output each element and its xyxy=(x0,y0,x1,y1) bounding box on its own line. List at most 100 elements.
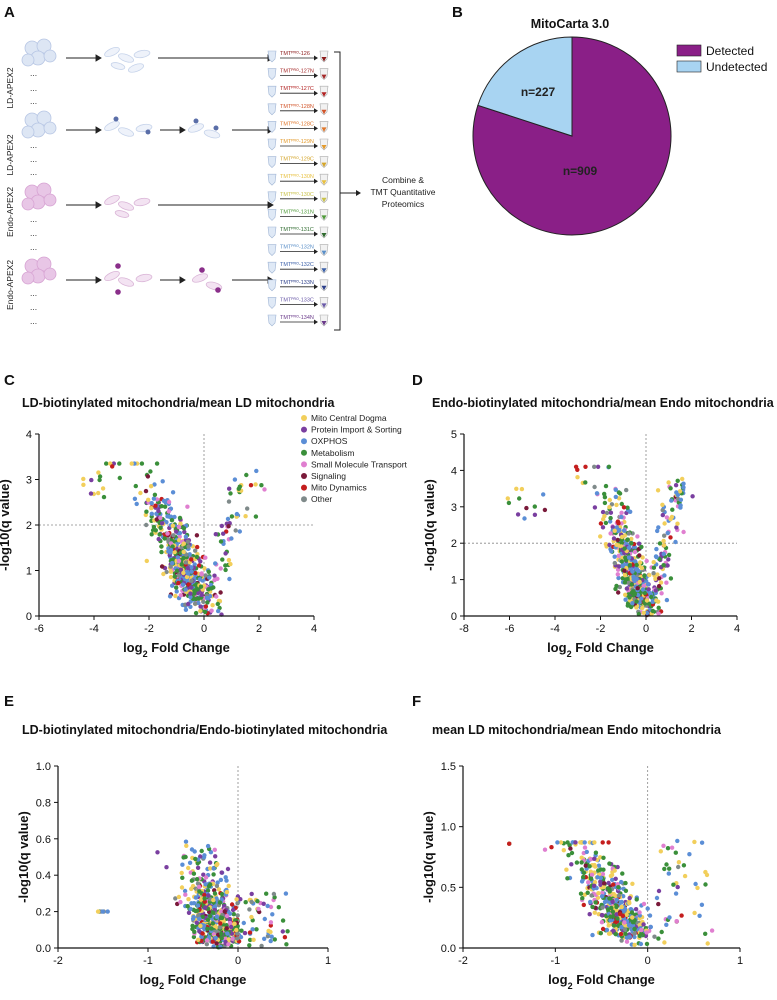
data-point xyxy=(193,856,198,862)
data-point xyxy=(583,464,588,469)
data-point xyxy=(203,604,209,609)
data-point xyxy=(179,870,184,876)
data-point xyxy=(599,894,605,899)
data-point xyxy=(624,586,630,591)
data-point xyxy=(247,907,252,912)
data-point xyxy=(506,500,512,506)
y-axis-label: -log10(q value) xyxy=(421,811,436,903)
legend-item-label: Mito Central Dogma xyxy=(311,413,387,423)
data-point xyxy=(144,522,149,528)
data-point xyxy=(164,865,169,870)
tmt-label: TMTᴾᴿᴼ-132N xyxy=(280,244,314,251)
data-point xyxy=(705,941,710,946)
data-point xyxy=(699,902,705,907)
data-point xyxy=(262,936,267,941)
tmt-label: TMTᴾᴿᴼ-127N xyxy=(280,68,314,75)
data-point xyxy=(629,582,634,587)
data-point xyxy=(168,547,174,553)
tube-label-color-icon xyxy=(321,92,327,97)
data-point xyxy=(619,879,624,885)
data-point xyxy=(641,610,646,615)
data-point xyxy=(210,939,215,944)
data-point xyxy=(671,882,676,887)
data-point xyxy=(259,943,264,949)
svg-text:...: ... xyxy=(30,302,37,312)
data-point xyxy=(630,881,635,886)
data-point xyxy=(609,872,615,878)
data-point xyxy=(600,509,606,515)
data-point xyxy=(176,524,182,530)
data-point xyxy=(193,610,199,616)
data-point xyxy=(253,482,258,487)
data-point xyxy=(639,596,644,601)
data-point xyxy=(181,855,186,860)
data-point xyxy=(628,509,633,514)
data-point xyxy=(676,860,682,865)
volcano-plot-e: LD-biotinylated mitochondria/Endo-biotin… xyxy=(16,723,388,991)
scatter-points xyxy=(81,461,267,617)
data-point xyxy=(640,605,645,611)
data-point xyxy=(666,557,671,562)
y-tick-label: 0.5 xyxy=(441,882,456,894)
data-point xyxy=(149,532,154,537)
tmt-label: TMTᴾᴿᴼ-133N xyxy=(280,279,314,286)
data-point xyxy=(675,478,680,483)
data-point xyxy=(220,557,225,562)
data-point xyxy=(219,891,225,897)
data-point xyxy=(641,901,647,907)
data-point xyxy=(212,891,218,896)
data-point xyxy=(133,483,138,489)
data-point xyxy=(262,487,267,492)
pie-slices xyxy=(472,36,672,236)
sample-tube-icon xyxy=(267,261,277,274)
data-point xyxy=(589,893,594,898)
data-point xyxy=(637,910,642,915)
data-point xyxy=(166,509,171,514)
tmt-label: TMTᴾᴿᴼ-128N xyxy=(280,103,314,110)
svg-text:...: ... xyxy=(30,96,37,106)
data-point xyxy=(637,560,643,565)
tmt-label: TMTᴾᴿᴼ-129C xyxy=(280,156,314,163)
x-tick-label: 0 xyxy=(643,623,649,635)
data-point xyxy=(649,594,654,600)
data-point xyxy=(621,908,626,913)
data-point xyxy=(197,929,202,934)
tube-label-color-icon xyxy=(321,57,327,62)
data-point xyxy=(189,569,194,574)
data-point xyxy=(268,923,273,928)
data-point xyxy=(182,529,187,535)
data-point xyxy=(272,895,277,900)
tmt-arrow-head-icon xyxy=(314,266,318,272)
svg-text:...: ... xyxy=(30,154,37,164)
data-point xyxy=(185,904,190,909)
data-point xyxy=(661,543,667,548)
data-point xyxy=(616,490,622,495)
data-point xyxy=(254,927,259,932)
data-point xyxy=(209,608,214,613)
data-point xyxy=(611,536,617,541)
data-point xyxy=(231,912,236,917)
data-point xyxy=(607,931,613,936)
data-point xyxy=(148,469,153,474)
data-point xyxy=(188,906,193,912)
row-label-1: LD-APEX2 xyxy=(5,67,15,108)
data-point xyxy=(602,491,607,497)
x-tick-label: 4 xyxy=(734,623,740,635)
data-point xyxy=(600,926,606,932)
data-point xyxy=(598,521,604,526)
data-point xyxy=(176,573,181,578)
data-point xyxy=(633,559,638,564)
data-point xyxy=(678,497,684,502)
data-point xyxy=(611,928,616,934)
data-point xyxy=(668,517,673,522)
data-point xyxy=(195,903,201,908)
data-point xyxy=(613,893,618,899)
x-tick-label: 0 xyxy=(201,623,207,635)
data-point xyxy=(139,461,145,466)
sample-tube-icon xyxy=(267,68,277,81)
tube-label-color-icon xyxy=(321,215,327,220)
data-point xyxy=(149,501,154,506)
data-point xyxy=(282,935,288,940)
data-point xyxy=(198,584,204,589)
data-point xyxy=(656,888,662,894)
